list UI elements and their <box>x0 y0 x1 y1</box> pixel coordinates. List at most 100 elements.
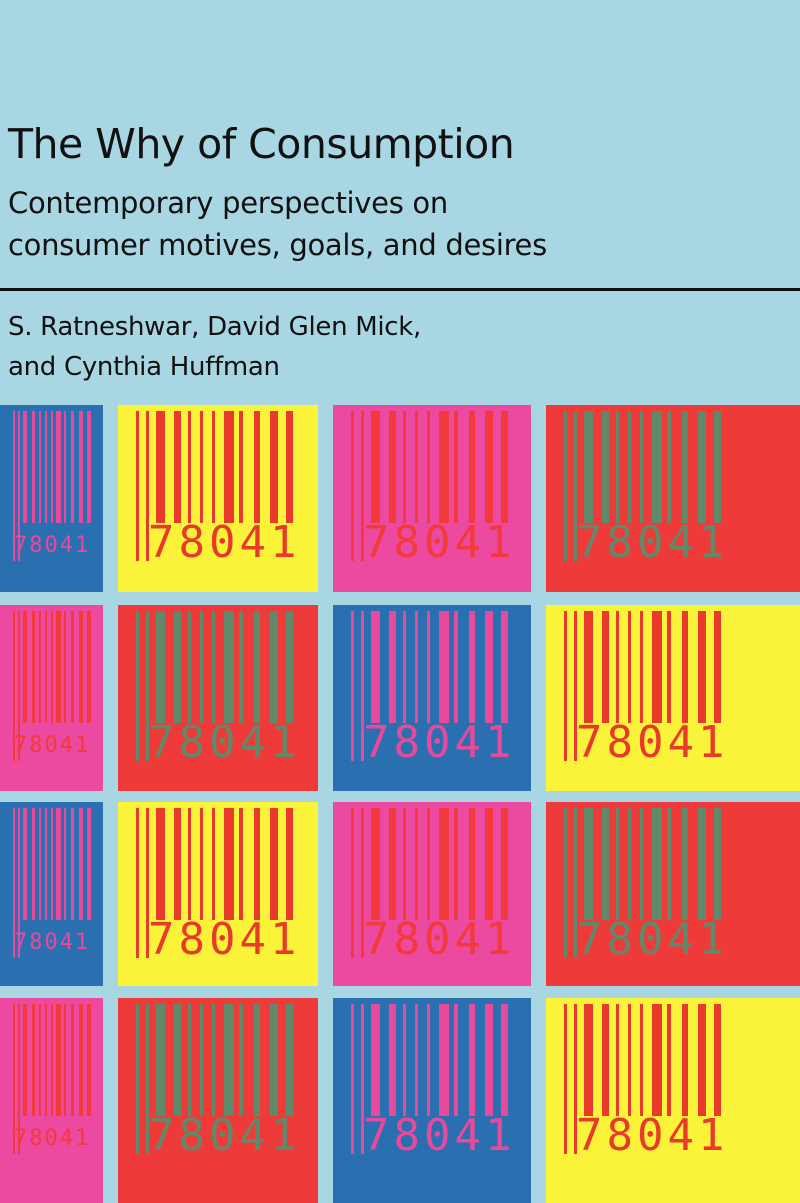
barcode-bar <box>12 1004 15 1154</box>
barcode-number: 78041 <box>363 717 516 768</box>
barcode-bar <box>200 808 203 920</box>
barcode-bar <box>564 411 567 561</box>
barcode-bar <box>427 611 430 723</box>
barcode-bar <box>469 808 475 920</box>
barcode-bar <box>31 411 36 523</box>
barcode-bar <box>351 1004 354 1154</box>
barcode-tile: 78041 <box>546 802 800 986</box>
barcode-bar <box>564 611 567 761</box>
barcode-bar <box>56 411 62 523</box>
barcode-bar <box>616 808 619 920</box>
barcode-bar <box>146 808 149 958</box>
barcode-bar <box>682 411 688 523</box>
barcode-bar <box>714 411 721 523</box>
barcode-bar <box>188 411 191 523</box>
barcode-bar <box>44 1004 47 1116</box>
barcode-bar <box>17 411 20 561</box>
barcode-bar <box>17 1004 20 1154</box>
barcode-bar <box>628 1004 631 1116</box>
barcode-bar <box>156 411 165 523</box>
barcode-bar <box>667 808 671 920</box>
barcode-bar <box>371 808 380 920</box>
barcode-bar <box>12 411 15 561</box>
barcode-bar <box>628 411 631 523</box>
barcode-bar <box>63 808 66 920</box>
barcode-bar <box>403 808 406 920</box>
barcode-bar <box>616 611 619 723</box>
barcode-tile: 78041 <box>118 405 318 592</box>
barcode-bar <box>602 1004 609 1116</box>
barcode-bar <box>439 1004 449 1116</box>
barcode-bar <box>454 411 458 523</box>
barcode-bar <box>501 1004 508 1116</box>
barcode-bar <box>56 808 62 920</box>
barcode-bar <box>156 1004 165 1116</box>
barcode-bar <box>351 808 354 958</box>
barcode-bar <box>415 808 418 920</box>
barcode-bar <box>361 1004 364 1154</box>
barcode-bar <box>286 611 293 723</box>
barcode-bar <box>427 808 430 920</box>
barcode-bar <box>698 611 706 723</box>
barcode-bar <box>682 611 688 723</box>
barcode-bar <box>38 808 41 920</box>
barcode-bar <box>87 411 91 523</box>
barcode-bar <box>403 1004 406 1116</box>
barcode-number: 78041 <box>148 717 301 768</box>
barcode-bar <box>188 611 191 723</box>
barcode-bar <box>427 1004 430 1116</box>
barcode-bar <box>239 1004 243 1116</box>
barcode-bar <box>361 411 364 561</box>
barcode-tile: 78041 <box>546 605 800 791</box>
barcode-bar <box>254 611 260 723</box>
barcode-bar <box>454 1004 458 1116</box>
barcode-tile: 78041 <box>333 405 531 592</box>
barcode-bar <box>485 611 493 723</box>
barcode-bar <box>415 411 418 523</box>
barcode-bar <box>212 808 215 920</box>
barcode-bar <box>415 1004 418 1116</box>
barcode-number: 78041 <box>576 517 729 568</box>
barcode-bar <box>469 1004 475 1116</box>
barcode-bar <box>714 1004 721 1116</box>
barcode-bar <box>87 808 91 920</box>
barcode-bar <box>50 611 53 723</box>
barcode-bar <box>584 611 593 723</box>
barcode-bar <box>389 1004 396 1116</box>
barcode-bar <box>50 1004 53 1116</box>
book-title: The Why of Consumption <box>8 120 515 168</box>
barcode-bar <box>200 1004 203 1116</box>
barcode-bar <box>22 1004 28 1116</box>
barcode-bar <box>270 411 278 523</box>
barcode-bar <box>200 611 203 723</box>
barcode-bar <box>389 411 396 523</box>
barcode-bar <box>212 611 215 723</box>
barcode-bar <box>71 611 75 723</box>
book-subtitle-line1: Contemporary perspectives on <box>8 186 448 220</box>
barcode-bar <box>87 611 91 723</box>
barcode-bar <box>454 808 458 920</box>
barcode-bar <box>254 808 260 920</box>
barcode-bar <box>714 808 721 920</box>
barcode-bar <box>602 611 609 723</box>
barcode-bar <box>50 808 53 920</box>
barcode-bar <box>485 1004 493 1116</box>
barcode-bar <box>17 808 20 958</box>
barcode-bar <box>31 808 36 920</box>
barcode-bar <box>146 411 149 561</box>
barcode-bar <box>361 808 364 958</box>
barcode-bar <box>628 611 631 723</box>
barcode-tile: 78041 <box>546 405 800 592</box>
barcode-bar <box>286 411 293 523</box>
barcode-bar <box>682 1004 688 1116</box>
barcode-bar <box>146 611 149 761</box>
barcode-bar <box>602 808 609 920</box>
barcode-number: 78041 <box>148 1110 301 1161</box>
barcode-number: 78041 <box>576 717 729 768</box>
barcode-bar <box>652 611 662 723</box>
barcode-number: 78041 <box>148 517 301 568</box>
barcode-bar <box>640 611 643 723</box>
barcode-bar <box>389 611 396 723</box>
barcode-number: 78041 <box>14 533 91 558</box>
barcode-bar <box>239 611 243 723</box>
